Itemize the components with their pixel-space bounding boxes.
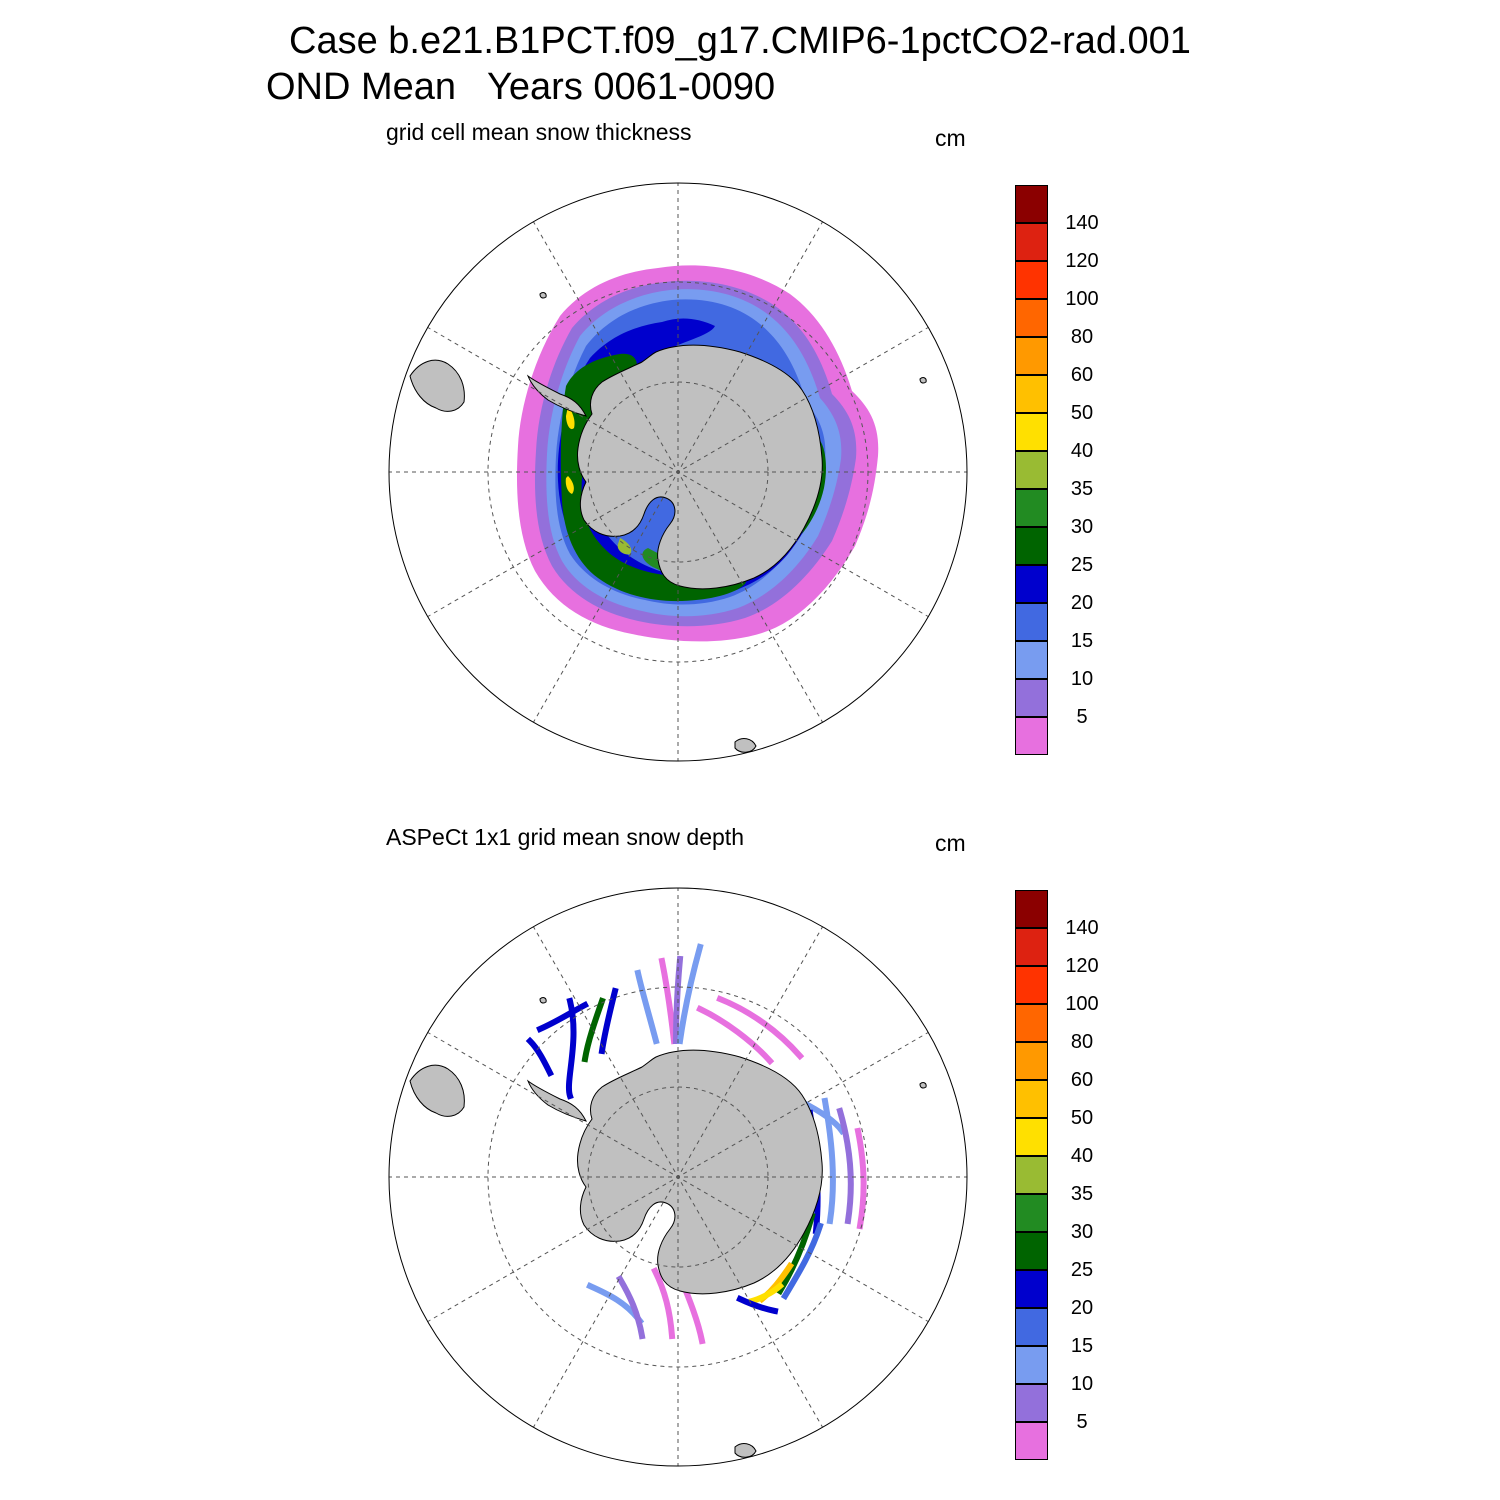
colorbar-label: 120 [1065, 955, 1099, 977]
colorbar-swatch [1015, 261, 1048, 299]
colorbar-label: 5 [1076, 1411, 1088, 1433]
colorbar-swatch [1015, 717, 1048, 755]
colorbar-swatch [1015, 413, 1048, 451]
colorbar-swatch [1015, 603, 1048, 641]
colorbar-label: 140 [1065, 917, 1099, 939]
colorbar-swatch [1015, 966, 1048, 1004]
colorbar-swatch [1015, 375, 1048, 413]
antarctica-landmass [409, 292, 927, 753]
panel1-units: cm [935, 125, 966, 151]
colorbar-swatch [1015, 451, 1048, 489]
colorbar-swatch [1015, 565, 1048, 603]
colorbar-label: 10 [1070, 668, 1094, 690]
map-graticule [389, 183, 967, 761]
colorbar-label: 35 [1070, 478, 1094, 500]
colorbar-panel1: 5 10 15 20 25 30 35 40 50 60 80 100 120 140 [1000, 185, 1120, 765]
colorbar-swatch [1015, 489, 1048, 527]
antarctica-landmass [409, 997, 927, 1458]
colorbar-swatch [1015, 1270, 1048, 1308]
colorbar-label: 120 [1065, 250, 1099, 272]
panel2-units: cm [935, 830, 966, 856]
colorbar-swatch [1015, 1422, 1048, 1460]
colorbar-label: 20 [1070, 592, 1094, 614]
ship-track-observations [525, 943, 867, 1345]
colorbar-panel2: 5 10 15 20 25 30 35 40 50 60 80 100 120 140 [1000, 890, 1120, 1470]
colorbar-label: 15 [1070, 630, 1094, 652]
colorbar-label: 140 [1065, 212, 1099, 234]
colorbar-label: 30 [1070, 1221, 1094, 1243]
colorbar-label: 20 [1070, 1297, 1094, 1319]
colorbar-swatch [1015, 337, 1048, 375]
colorbar-swatch [1015, 1118, 1048, 1156]
colorbar-label: 60 [1070, 364, 1094, 386]
colorbar-swatch [1015, 1232, 1048, 1270]
colorbar-label: 35 [1070, 1183, 1094, 1205]
snow-thickness-map [388, 182, 968, 762]
panel1-subtitle: grid cell mean snow thickness [386, 119, 692, 145]
colorbar-swatch [1015, 890, 1048, 928]
map-graticule [389, 888, 967, 1466]
map-boundary [388, 182, 968, 762]
colorbar-swatch [1015, 185, 1048, 223]
colorbar-label: 60 [1070, 1069, 1094, 1091]
colorbar-label: 15 [1070, 1335, 1094, 1357]
colorbar-swatch [1015, 1194, 1048, 1232]
colorbar-label: 50 [1070, 402, 1094, 424]
colorbar-swatch [1015, 1308, 1048, 1346]
colorbar-swatch [1015, 1080, 1048, 1118]
colorbar-swatch [1015, 1384, 1048, 1422]
colorbar-swatch [1015, 299, 1048, 337]
colorbar-label: 30 [1070, 516, 1094, 538]
colorbar-label: 40 [1070, 440, 1094, 462]
colorbar-label: 40 [1070, 1145, 1094, 1167]
aspect-snow-depth-map [388, 887, 968, 1467]
colorbar-label: 80 [1070, 1031, 1094, 1053]
colorbar-swatch [1015, 1004, 1048, 1042]
colorbar-label: 100 [1065, 993, 1099, 1015]
colorbar-label: 10 [1070, 1373, 1094, 1395]
colorbar-label: 80 [1070, 326, 1094, 348]
colorbar-swatch [1015, 1042, 1048, 1080]
colorbar-swatch [1015, 223, 1048, 261]
colorbar-label: 100 [1065, 288, 1099, 310]
colorbar-swatch [1015, 527, 1048, 565]
figure-title-line2: OND Mean Years 0061-0090 [266, 66, 776, 108]
colorbar-swatch [1015, 1346, 1048, 1384]
colorbar-swatch [1015, 679, 1048, 717]
map-boundary [388, 887, 968, 1467]
colorbar-label: 25 [1070, 1259, 1094, 1281]
colorbar-label: 5 [1076, 706, 1088, 728]
figure-title-line1: Case b.e21.B1PCT.f09_g17.CMIP6-1pctCO2-r… [289, 20, 1191, 62]
colorbar-swatch [1015, 928, 1048, 966]
colorbar-label: 25 [1070, 554, 1094, 576]
colorbar-swatch [1015, 1156, 1048, 1194]
panel2-subtitle: ASPeCt 1x1 grid mean snow depth [386, 824, 744, 850]
colorbar-label: 50 [1070, 1107, 1094, 1129]
colorbar-swatch [1015, 641, 1048, 679]
